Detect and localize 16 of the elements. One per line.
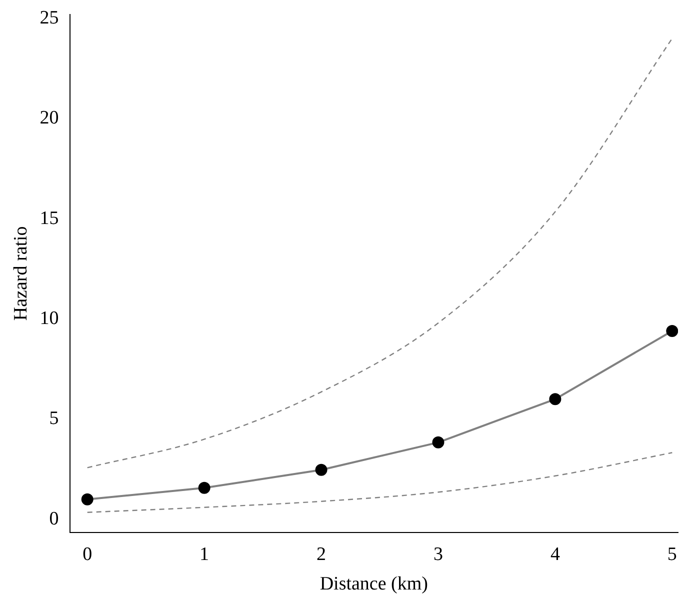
x-tick-label: 4 [550, 544, 560, 565]
x-tick-label: 0 [82, 544, 92, 565]
line-series [86, 38, 673, 468]
y-tick-label: 25 [40, 7, 59, 28]
x-axis-title: Distance (km) [320, 574, 428, 595]
y-tick-label: 10 [40, 308, 59, 329]
x-tick-label: 1 [200, 544, 210, 565]
x-tick-label: 5 [667, 544, 677, 565]
x-tick-label: 3 [433, 544, 443, 565]
y-tick-label: 0 [49, 508, 59, 530]
y-tick-label: 20 [40, 108, 59, 129]
line-series [86, 452, 673, 513]
y-axis-title: Hazard ratio [10, 226, 32, 321]
y-tick-label: 5 [49, 408, 59, 430]
x-tick-label: 2 [316, 544, 326, 565]
y-tick-label: 15 [40, 208, 59, 229]
